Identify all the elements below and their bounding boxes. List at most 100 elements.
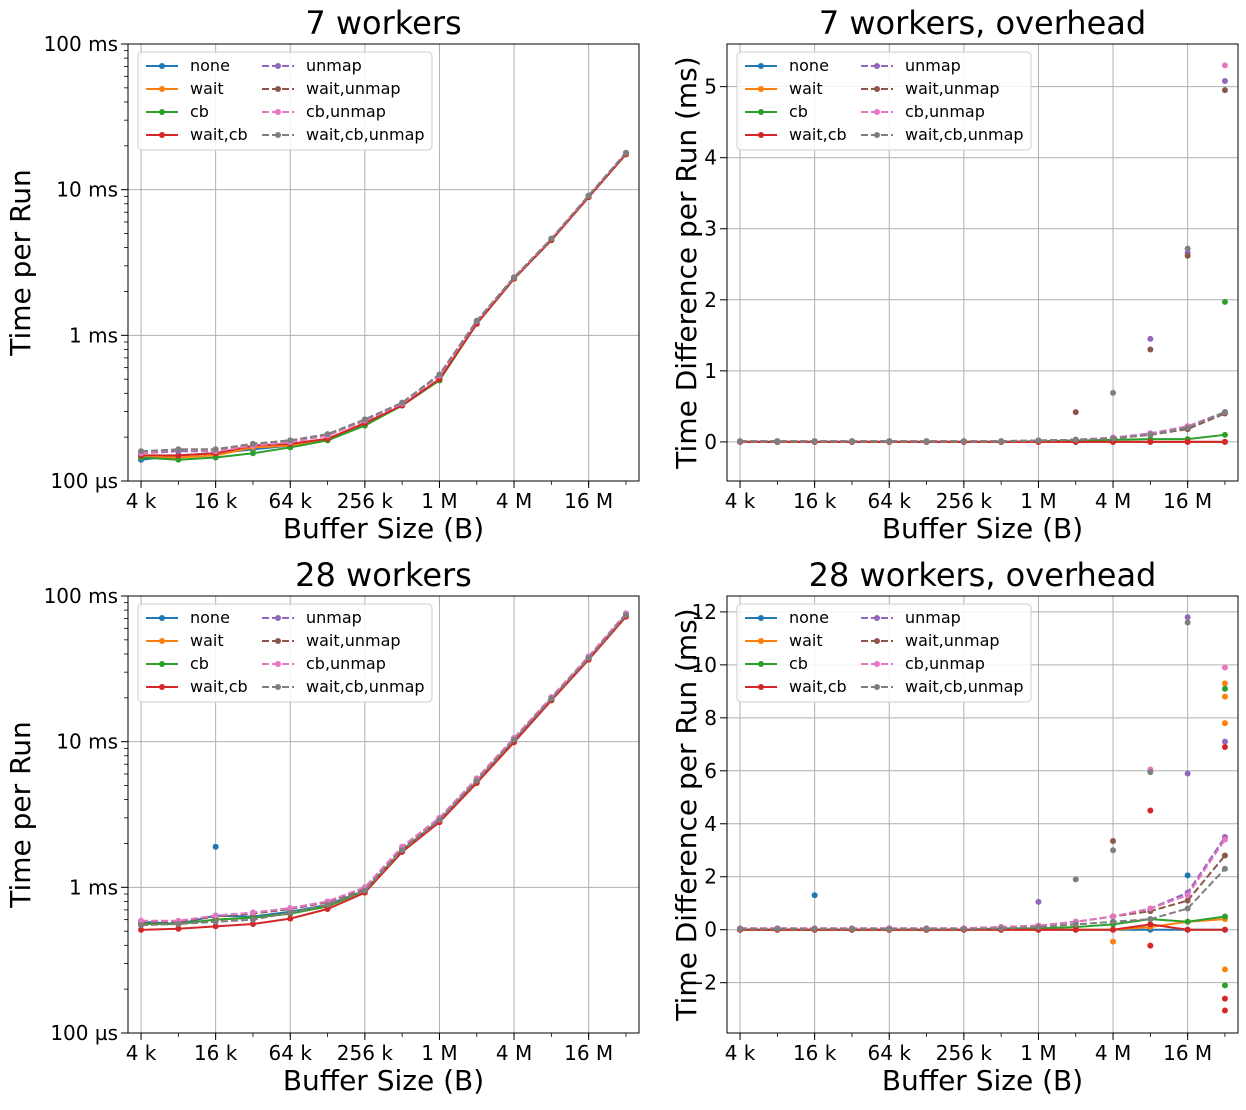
outlier-point: [1147, 942, 1154, 949]
legend-label: none: [789, 56, 829, 75]
legend-marker: [275, 63, 281, 69]
data-point: [138, 922, 145, 929]
data-point: [923, 438, 930, 445]
outlier-point: [1072, 409, 1079, 416]
x-axis-label: Buffer Size (B): [882, 1064, 1083, 1097]
data-point: [138, 448, 145, 455]
data-point: [1110, 926, 1117, 933]
chart-panel-2: 0 1 2 3 4 5 4 k 16 k 64 k 256 k 1 M 4 M 16 M 7 worker…: [670, 4, 1239, 545]
legend-label: cb,unmap: [905, 654, 985, 673]
legend-label: wait,cb,unmap: [905, 677, 1024, 696]
x-tick-label: 1 M: [1020, 1041, 1056, 1065]
data-point: [1072, 921, 1079, 928]
data-point: [212, 912, 219, 919]
data-point: [1221, 409, 1228, 416]
legend-marker: [874, 638, 880, 644]
legend-marker: [275, 132, 281, 138]
outlier-point: [1221, 87, 1228, 94]
axes-frame: [726, 43, 1239, 482]
chart-panel-1: 100 µs 1 ms 10 ms 100 ms 4 k 16 k 64 k 256 k 1 M…: [4, 4, 640, 545]
chart-panel-4: −2 0 2 4 6 8 10 12 4 k 16 k 64 k 256 k 1 M 4 M 16 M 28 …: [670, 556, 1239, 1097]
data-point: [1147, 905, 1154, 912]
legend-marker: [874, 684, 880, 690]
series-line-unmap: [141, 152, 627, 455]
data-point: [249, 450, 256, 457]
x-axis-label: Buffer Size (B): [283, 1064, 484, 1097]
series-line-unmap: [740, 836, 1226, 930]
data-point: [1184, 424, 1191, 431]
x-tick-label: 4 M: [496, 489, 532, 513]
legend-label: none: [190, 56, 230, 75]
outlier-point: [1221, 1007, 1228, 1014]
data-point: [1147, 438, 1154, 445]
legend-marker: [874, 132, 880, 138]
legend-marker: [275, 615, 281, 621]
legend-marker: [758, 684, 764, 690]
series-line-cb-unmap: [740, 839, 1226, 930]
legend-marker: [275, 661, 281, 667]
y-tick-label: 1: [704, 359, 717, 383]
outlier-point: [1110, 837, 1117, 844]
legend-marker: [275, 86, 281, 92]
data-point: [1221, 865, 1228, 872]
data-point: [998, 438, 1005, 445]
data-point: [1221, 431, 1228, 438]
x-tick-label: 64 k: [269, 489, 313, 513]
outlier-point: [1184, 619, 1191, 626]
legend-marker: [159, 109, 165, 115]
data-point: [175, 925, 182, 932]
series-line-wait-cb-unmap: [141, 152, 627, 453]
legend-marker: [275, 684, 281, 690]
legend-label: wait,unmap: [905, 631, 1000, 650]
data-point: [1147, 921, 1154, 928]
legend-label: wait,unmap: [306, 631, 401, 650]
y-axis-label: Time per Run: [4, 169, 37, 357]
chart-title: 7 workers, overhead: [819, 4, 1146, 42]
data-point: [737, 925, 744, 932]
chart-title: 28 workers, overhead: [809, 556, 1157, 594]
data-point: [1110, 918, 1117, 925]
legend-marker: [874, 109, 880, 115]
series-line-wait-cb-unmap: [740, 411, 1226, 443]
data-point: [473, 777, 480, 784]
legend-label: wait: [190, 79, 224, 98]
outlier-point: [1184, 872, 1191, 879]
x-tick-label: 4 k: [725, 1041, 756, 1065]
y-tick-label: 8: [704, 706, 717, 730]
data-point: [1221, 438, 1228, 445]
data-point: [886, 925, 893, 932]
legend-box: [137, 51, 433, 151]
data-point: [1147, 431, 1154, 438]
data-point: [1221, 852, 1228, 859]
legend-marker: [159, 86, 165, 92]
legend-label: cb,unmap: [306, 654, 386, 673]
x-axis-label: Buffer Size (B): [283, 512, 484, 545]
plot-area: [737, 614, 1228, 1014]
series-line-wait-cb: [141, 153, 627, 457]
data-point: [1035, 437, 1042, 444]
x-tick-label: 1 M: [421, 1041, 457, 1065]
data-point: [774, 438, 781, 445]
data-point: [774, 925, 781, 932]
legend-marker: [275, 109, 281, 115]
outlier-point: [1147, 807, 1154, 814]
x-tick-label: 16 k: [194, 1041, 238, 1065]
data-point: [473, 317, 480, 324]
legend-label: none: [789, 608, 829, 627]
data-point: [287, 915, 294, 922]
outlier-point: [1147, 346, 1154, 353]
outlier-point: [1221, 738, 1228, 745]
data-point: [1221, 913, 1228, 920]
data-point: [1184, 892, 1191, 899]
x-tick-label: 256 k: [936, 489, 993, 513]
legend-label: cb: [190, 102, 209, 121]
legend-label: wait,cb,unmap: [306, 125, 425, 144]
data-point: [886, 438, 893, 445]
x-tick-label: 1 M: [421, 489, 457, 513]
y-tick-label: 1 ms: [69, 875, 118, 899]
plot-area: [138, 610, 629, 933]
y-tick-label: 100 ms: [44, 32, 118, 56]
data-point: [1147, 916, 1154, 923]
outlier-point: [1221, 680, 1228, 687]
x-tick-label: 256 k: [936, 1041, 993, 1065]
